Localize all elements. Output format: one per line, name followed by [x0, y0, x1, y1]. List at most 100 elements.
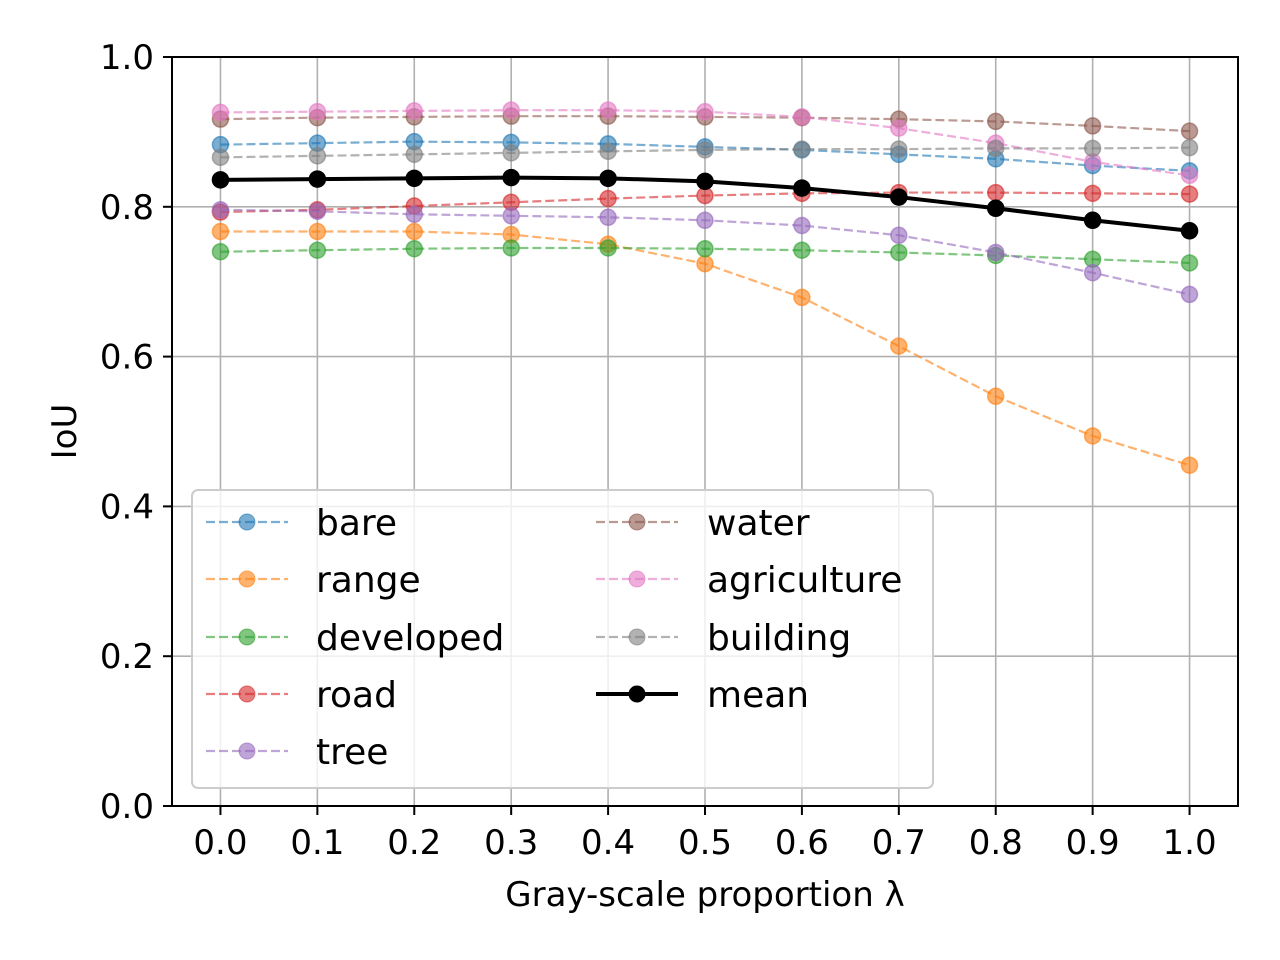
legend-marker-building — [628, 628, 646, 646]
legend-item-agriculture: agriculture — [596, 560, 902, 601]
x-tick-label: 0.0 — [193, 823, 247, 863]
data-point-water — [1083, 117, 1102, 135]
data-point-building — [1180, 138, 1199, 157]
legend-item-mean: mean — [596, 675, 809, 716]
y-tick-label: 1.0 — [100, 38, 154, 78]
data-point-mean — [1180, 222, 1199, 240]
data-point-building — [1083, 139, 1102, 158]
legend-item-building: building — [596, 618, 851, 659]
data-point-range — [211, 222, 230, 241]
data-point-range — [405, 222, 424, 241]
series-mean — [211, 168, 1199, 240]
x-tick-label: 0.3 — [484, 823, 538, 863]
data-point-agriculture — [502, 101, 520, 119]
legend-label-water: water — [707, 503, 810, 544]
data-point-agriculture — [599, 101, 617, 119]
data-point-tree — [599, 208, 617, 227]
data-point-tree — [793, 216, 811, 235]
data-point-developed — [1180, 254, 1199, 272]
legend-label-agriculture: agriculture — [707, 560, 902, 601]
legend-marker-tree — [238, 742, 256, 760]
data-point-building — [696, 141, 714, 159]
legend-label-bare: bare — [316, 503, 397, 544]
y-axis-title: IoU — [45, 404, 85, 460]
data-point-mean — [696, 172, 714, 191]
data-point-developed — [405, 239, 424, 258]
data-point-water — [1180, 122, 1199, 140]
y-tick-label: 0.8 — [100, 188, 154, 228]
series-layer — [211, 101, 1199, 474]
data-point-developed — [793, 241, 811, 259]
y-tick-label: 0.0 — [100, 787, 154, 827]
data-point-mean — [599, 169, 617, 188]
legend-item-bare: bare — [206, 503, 397, 544]
data-point-agriculture — [696, 102, 714, 121]
x-axis-title: Gray-scale proportion λ — [505, 875, 904, 915]
data-point-mean — [502, 168, 520, 187]
series-tree — [211, 201, 1199, 304]
legend-label-road: road — [316, 675, 397, 716]
data-point-range — [1083, 427, 1102, 445]
legend-item-water: water — [596, 503, 810, 544]
data-point-developed — [502, 239, 520, 257]
legend-label-developed: developed — [316, 618, 504, 659]
data-point-mean — [1083, 211, 1102, 230]
x-tick-label: 0.8 — [969, 823, 1023, 863]
legend-box — [191, 489, 934, 789]
data-point-mean — [308, 170, 327, 188]
y-tick-label: 0.2 — [100, 637, 154, 677]
data-point-building — [211, 148, 230, 167]
data-point-building — [890, 140, 908, 158]
data-point-building — [986, 139, 1005, 158]
legend-label-building: building — [707, 618, 851, 659]
data-point-mean — [405, 169, 424, 188]
data-point-building — [405, 145, 424, 164]
legend-label-range: range — [316, 560, 421, 601]
legend-marker-water — [628, 513, 646, 531]
legend-marker-agriculture — [628, 570, 646, 588]
y-tick-label: 0.6 — [100, 338, 154, 378]
legend-item-tree: tree — [206, 732, 388, 773]
data-point-agriculture — [793, 108, 811, 126]
series-range — [211, 222, 1199, 474]
series-building — [211, 138, 1199, 167]
data-point-mean — [890, 188, 908, 206]
data-point-agriculture — [308, 102, 327, 121]
x-tick-label: 0.4 — [581, 823, 635, 863]
legend-marker-road — [238, 685, 256, 703]
data-point-road — [599, 189, 617, 208]
data-point-tree — [502, 207, 520, 225]
data-point-road — [1180, 185, 1199, 203]
x-axis: 0.0 0.1 0.2 0.3 0.4 0.5 0.6 0.7 0.8 0.9 1.0 — [193, 806, 1217, 863]
x-tick-label: 0.6 — [775, 823, 829, 863]
legend-item-developed: developed — [206, 618, 504, 659]
data-point-range — [696, 254, 714, 273]
x-tick-label: 0.2 — [387, 823, 441, 863]
data-point-water — [986, 112, 1005, 131]
data-point-developed — [308, 241, 327, 259]
data-point-developed — [599, 239, 617, 257]
data-point-mean — [986, 199, 1005, 218]
data-point-tree — [405, 205, 424, 224]
data-point-tree — [308, 202, 327, 221]
data-point-building — [599, 142, 617, 161]
legend-marker-range — [238, 570, 256, 588]
data-point-range — [308, 222, 327, 241]
data-point-developed — [696, 239, 714, 258]
data-point-agriculture — [1180, 166, 1199, 185]
data-point-range — [890, 337, 908, 355]
legend-label-tree: tree — [316, 732, 388, 773]
data-point-tree — [890, 226, 908, 245]
x-tick-label: 0.5 — [678, 823, 732, 863]
legend-item-range: range — [206, 560, 421, 601]
data-point-mean — [211, 171, 230, 189]
data-point-range — [1180, 456, 1199, 474]
data-point-range — [793, 288, 811, 307]
data-point-range — [986, 387, 1005, 406]
data-point-tree — [696, 211, 714, 230]
data-point-road — [986, 183, 1005, 202]
data-point-tree — [1083, 263, 1102, 282]
data-point-tree — [1180, 285, 1199, 304]
x-tick-label: 0.7 — [872, 823, 926, 863]
